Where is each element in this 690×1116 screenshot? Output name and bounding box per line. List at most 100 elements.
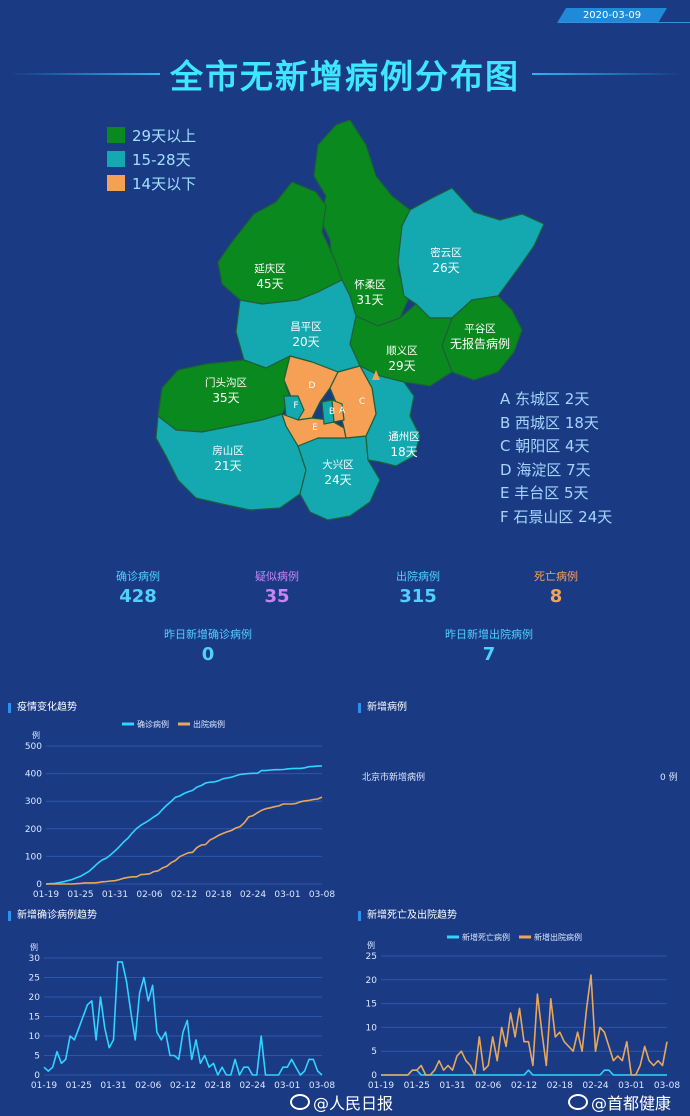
stat-discharged-value: 315 <box>399 586 437 607</box>
y-tick-label: 5 <box>371 1047 377 1057</box>
stat-deaths-label: 死亡病例 <box>534 570 578 583</box>
series-line-0 <box>45 765 323 885</box>
chart-deaths-discharged: 0 5 10 15 20 25 例 01-19 01-25 01-31 02-06 02-12 02-1… <box>366 932 681 1091</box>
district-days: 21天 <box>214 459 242 473</box>
map-region-miyun <box>397 187 545 319</box>
map-letter-e: E <box>312 423 318 433</box>
y-tick-label: 5 <box>34 1052 40 1062</box>
stat-suspected-label: 疑似病例 <box>255 570 299 583</box>
x-tick-label: 01-19 <box>368 1081 394 1091</box>
x-tick-label: 02-06 <box>136 890 162 900</box>
legend-label: 29天以上 <box>132 126 197 145</box>
legend-label: 14天以下 <box>132 174 197 193</box>
district-name: 房山区 <box>212 445 244 457</box>
district-days: 18天 <box>390 445 418 459</box>
stat-new-confirmed-value: 0 <box>201 644 215 665</box>
x-tick-label: 03-08 <box>309 1081 335 1091</box>
y-tick-label: 300 <box>25 797 42 807</box>
y-tick-label: 100 <box>25 852 42 862</box>
district-name: 大兴区 <box>322 459 354 471</box>
x-tick-label: 03-01 <box>618 1081 644 1091</box>
map-label-shunyi: 顺义区 29天 <box>386 344 418 374</box>
stat-discharged-label: 出院病例 <box>396 570 440 583</box>
title-rule-left <box>10 73 160 75</box>
stat-new-discharged-value: 7 <box>482 644 496 665</box>
district-days: 45天 <box>256 277 284 291</box>
y-tick-label: 10 <box>366 1023 378 1033</box>
map-region-chaoyang <box>329 365 377 439</box>
map-label-fangshan: 房山区 21天 <box>212 444 244 474</box>
district-days: 20天 <box>292 335 320 349</box>
stat-deaths-value: 8 <box>549 586 563 607</box>
x-tick-label: 02-12 <box>171 890 197 900</box>
x-tick-label: 01-25 <box>67 890 93 900</box>
map-label-tongzhou: 通州区 18天 <box>388 430 420 460</box>
key-item-d: D 海淀区 7天 <box>500 460 591 479</box>
y-tick-label: 15 <box>366 1000 377 1010</box>
legend-label: 新增出院病例 <box>534 932 582 942</box>
key-item-b: B 西城区 18天 <box>500 413 599 432</box>
district-name: 密云区 <box>430 247 462 259</box>
x-tick-label: 01-19 <box>31 1081 57 1091</box>
legend-item-29-plus: 29天以上 <box>107 125 196 145</box>
date-rule <box>560 22 690 23</box>
chart-title-new-confirmed: 新增确诊病例趋势 <box>8 911 97 921</box>
x-tick-label: 02-18 <box>205 1081 231 1091</box>
y-tick-label: 15 <box>29 1013 40 1023</box>
panel-title-new-cases: 新增病例 <box>358 703 407 713</box>
y-tick-label: 20 <box>366 976 378 986</box>
key-item-f: F 石景山区 24天 <box>500 507 613 526</box>
x-tick-label: 02-12 <box>511 1081 537 1091</box>
y-tick-label: 400 <box>25 770 42 780</box>
chart-new-confirmed: 0 5 10 15 20 25 30 例 01-19 01-25 01-31 02-06 02-12 02… <box>29 942 336 1091</box>
map-label-mentougou: 门头沟区 35天 <box>205 376 247 406</box>
y-tick-label: 0 <box>371 1071 377 1081</box>
map-letter-a: A <box>338 406 346 416</box>
series-line-1 <box>46 796 323 885</box>
x-tick-label: 02-24 <box>240 890 266 900</box>
chart-title-trend: 疫情变化趋势 <box>8 703 77 713</box>
map-label-changping: 昌平区 20天 <box>290 320 322 350</box>
x-tick-label: 01-31 <box>439 1081 465 1091</box>
map-label-huairou: 怀柔区 31天 <box>354 278 386 308</box>
y-axis-label: 例 <box>32 730 40 740</box>
y-tick-label: 10 <box>29 1032 41 1042</box>
y-tick-label: 25 <box>29 974 40 984</box>
x-tick-label: 03-01 <box>274 1081 300 1091</box>
watermark-text: @人民日报 <box>313 1094 394 1113</box>
legend-swatch-green <box>107 127 125 143</box>
weibo-logo-icon <box>568 1094 588 1110</box>
legend-item-15-28: 15-28天 <box>107 149 191 169</box>
title-rule-right <box>532 73 682 75</box>
district-days: 26天 <box>432 261 460 275</box>
legend-item-under-14: 14天以下 <box>107 173 196 193</box>
x-tick-label: 02-06 <box>475 1081 501 1091</box>
y-tick-label: 200 <box>25 825 42 835</box>
stat-confirmed-label: 确诊病例 <box>116 570 160 583</box>
stat-suspected-value: 35 <box>264 586 290 607</box>
key-item-c: C 朝阳区 4天 <box>500 437 590 455</box>
district-name: 顺义区 <box>386 345 418 357</box>
new-cases-row-value: 0 例 <box>660 773 678 783</box>
map-label-pinggu: 平谷区 无报告病例 <box>450 322 510 352</box>
x-tick-label: 02-18 <box>547 1081 573 1091</box>
x-tick-label: 03-08 <box>309 890 335 900</box>
x-tick-label: 02-24 <box>239 1081 265 1091</box>
map-label-daxing: 大兴区 24天 <box>322 458 354 488</box>
key-item-a: A 东城区 2天 <box>500 390 590 408</box>
map-letter-f: F <box>293 401 299 411</box>
x-tick-label: 01-19 <box>33 890 59 900</box>
watermark-shoudu: @首都健康 <box>568 1090 671 1114</box>
district-name: 怀柔区 <box>354 279 386 291</box>
date-badge: 2020-03-09 <box>557 8 667 23</box>
legend-swatch-orange <box>107 175 125 191</box>
series-line-1 <box>381 974 668 1076</box>
stat-new-confirmed-label: 昨日新增确诊病例 <box>164 628 252 641</box>
map-letter-c: C <box>358 397 366 407</box>
map-letter-d: D <box>308 381 316 391</box>
map-label-miyun: 密云区 26天 <box>430 246 462 276</box>
series-line-0 <box>43 961 323 1076</box>
district-days: 31天 <box>356 293 384 307</box>
district-name: 昌平区 <box>290 321 322 333</box>
